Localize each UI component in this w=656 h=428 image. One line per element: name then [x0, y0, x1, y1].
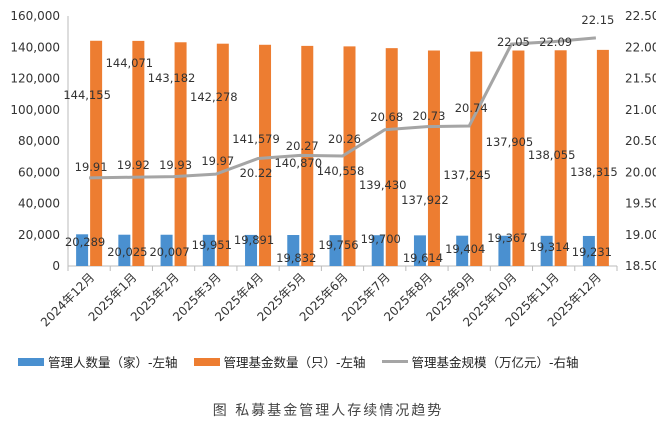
- bar-funds: [259, 44, 272, 267]
- left-tick-label: 160,000: [10, 9, 60, 23]
- legend-swatch: [193, 357, 220, 366]
- chart: 020,00040,00060,00080,000100,000120,0001…: [10, 9, 656, 329]
- bar-funds: [596, 49, 609, 266]
- left-tick-label: 140,000: [10, 40, 60, 54]
- bar-managers: [413, 235, 426, 266]
- data-label-scale: 22.05: [497, 35, 530, 49]
- left-tick-label: 80,000: [18, 134, 60, 148]
- right-tick-label: 19.00: [625, 228, 656, 242]
- figure-caption: 图 私募基金管理人存续情况趋势: [212, 403, 444, 419]
- legend-item-managers: 管理人数量（家）-左轴: [18, 352, 178, 371]
- right-tick-label: 22.00: [625, 40, 656, 54]
- bar-funds: [512, 50, 525, 266]
- bar-managers: [160, 234, 173, 266]
- bar-managers: [540, 235, 553, 266]
- legend-swatch: [18, 357, 44, 366]
- data-label-scale: 20.73: [412, 109, 445, 123]
- left-tick-label: 40,000: [18, 197, 60, 211]
- data-label-managers: 19,404: [445, 242, 485, 256]
- right-tick-label: 21.00: [625, 103, 656, 117]
- data-label-managers: 19,891: [234, 233, 274, 247]
- data-label-funds: 137,905: [486, 135, 534, 149]
- bar-funds: [385, 48, 398, 266]
- data-label-funds: 143,182: [148, 71, 196, 85]
- data-label-managers: 19,951: [192, 238, 232, 252]
- left-tick-label: 120,000: [10, 72, 60, 86]
- data-label-managers: 19,367: [487, 231, 527, 245]
- bar-funds: [132, 40, 145, 266]
- bar-funds: [90, 40, 103, 266]
- bar-funds: [343, 46, 356, 266]
- right-tick-label: 20.00: [625, 165, 656, 179]
- bar-managers: [456, 235, 469, 266]
- data-label-funds: 137,922: [401, 193, 449, 207]
- right-tick-label: 20.50: [625, 134, 656, 148]
- data-label-managers: 20,007: [149, 245, 189, 259]
- data-label-funds: 144,071: [106, 56, 154, 70]
- data-label-managers: 20,025: [107, 245, 147, 259]
- bar-funds: [216, 43, 229, 266]
- bar-managers: [245, 234, 258, 266]
- legend-label: 管理基金数量（只）-左轴: [223, 355, 366, 370]
- data-label-scale: 19.93: [159, 158, 192, 172]
- right-tick-label: 21.50: [625, 72, 656, 86]
- data-label-managers: 19,314: [530, 240, 570, 254]
- line-scale: [89, 36, 597, 180]
- legend-item-scale: 管理基金规模（万亿元）-右轴: [381, 352, 579, 371]
- right-tick-label: 22.50: [625, 9, 656, 23]
- legend: 管理人数量（家）-左轴 管理基金数量（只）-左轴 管理基金规模（万亿元）-右轴: [18, 352, 648, 371]
- bar-managers: [371, 235, 384, 266]
- data-label-managers: 19,756: [318, 238, 358, 252]
- x-tick-label: 2024年12月: [38, 270, 97, 329]
- data-label-scale: 22.15: [581, 13, 614, 27]
- data-label-managers: 19,614: [403, 251, 443, 265]
- bar-managers: [118, 234, 131, 266]
- bar-managers: [582, 235, 595, 266]
- data-label-funds: 138,055: [528, 148, 576, 162]
- data-label-funds: 144,155: [63, 88, 111, 102]
- data-label-funds: 141,579: [232, 132, 280, 146]
- data-label-scale: 20.27: [286, 139, 319, 153]
- legend-item-funds: 管理基金数量（只）-左轴: [193, 352, 366, 371]
- bar-managers: [76, 234, 89, 266]
- bar-funds: [554, 50, 567, 266]
- data-label-funds: 142,278: [190, 90, 238, 104]
- data-label-managers: 19,231: [572, 245, 612, 259]
- data-label-scale: 19.91: [75, 160, 108, 174]
- data-label-funds: 137,245: [443, 168, 491, 182]
- data-label-scale: 19.97: [201, 154, 234, 168]
- bar-managers: [498, 235, 511, 266]
- right-tick-label: 18.50: [625, 259, 656, 273]
- left-tick-label: 100,000: [10, 103, 60, 117]
- data-label-funds: 140,870: [274, 156, 322, 170]
- left-tick-label: 20,000: [18, 228, 60, 242]
- data-label-managers: 20,289: [65, 235, 105, 249]
- data-label-managers: 19,832: [276, 251, 316, 265]
- bar-managers: [287, 235, 300, 266]
- data-label-scale: 20.68: [370, 110, 403, 124]
- data-label-scale: 20.22: [240, 166, 273, 180]
- data-label-scale: 20.74: [455, 101, 488, 115]
- bar-managers: [202, 234, 215, 266]
- bar-funds: [174, 42, 187, 267]
- data-label-scale: 22.09: [539, 35, 572, 49]
- data-label-funds: 140,558: [317, 164, 365, 178]
- left-tick-label: 60,000: [18, 165, 60, 179]
- data-label-scale: 20.26: [328, 132, 361, 146]
- bar-funds: [470, 51, 483, 266]
- bar-managers: [329, 235, 342, 266]
- left-tick-label: 0: [52, 259, 60, 273]
- right-tick-label: 19.50: [625, 197, 656, 211]
- legend-label: 管理基金规模（万亿元）-右轴: [411, 355, 579, 370]
- data-label-funds: 139,430: [359, 178, 407, 192]
- data-label-funds: 138,315: [570, 165, 618, 179]
- data-label-scale: 19.92: [117, 158, 150, 172]
- legend-label: 管理人数量（家）-左轴: [48, 355, 178, 370]
- legend-swatch: [381, 360, 408, 363]
- data-label-managers: 19,700: [361, 232, 401, 246]
- bar-funds: [427, 50, 440, 267]
